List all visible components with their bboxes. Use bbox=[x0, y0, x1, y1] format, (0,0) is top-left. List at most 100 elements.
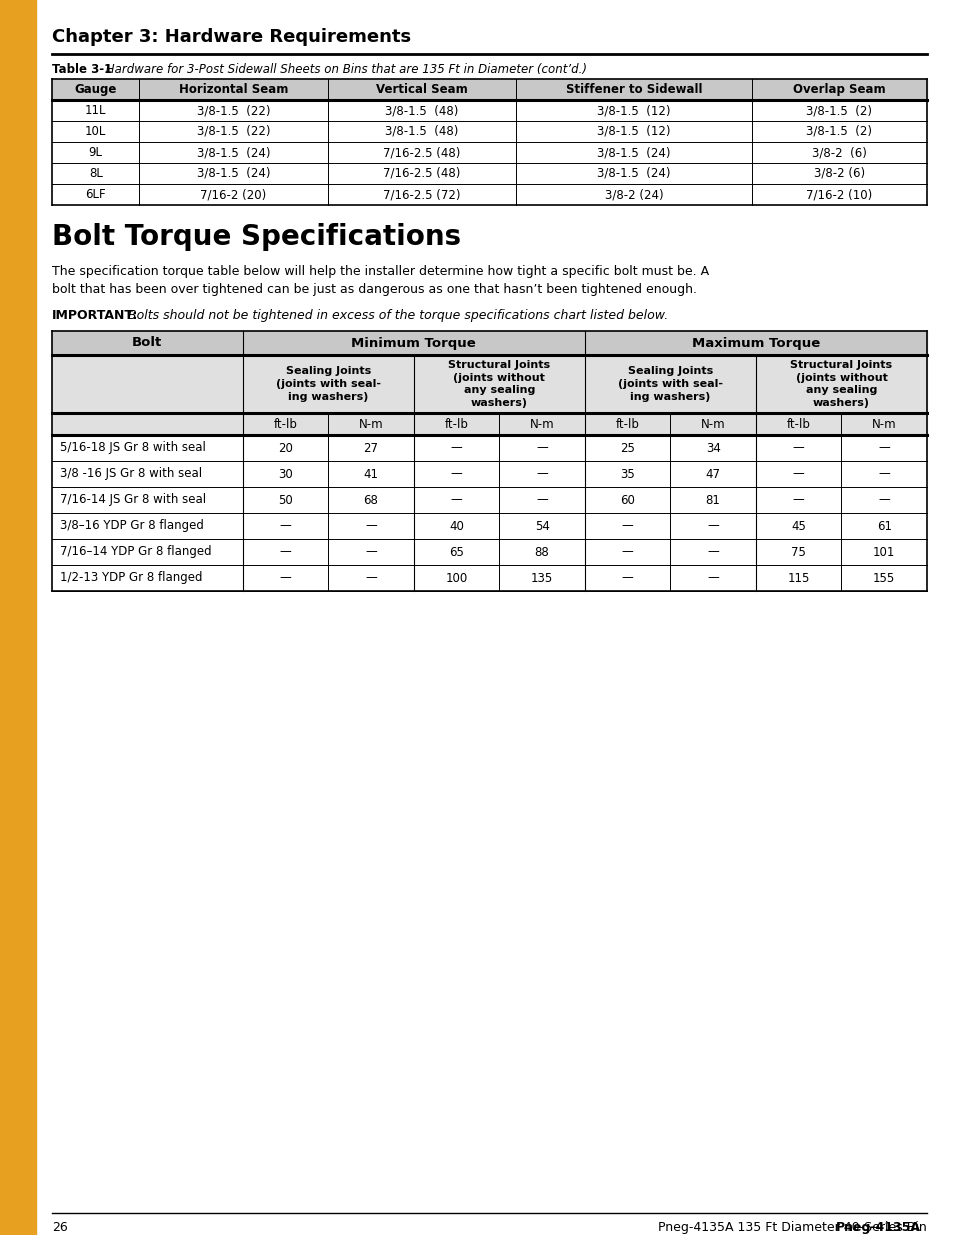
Text: 65: 65 bbox=[449, 546, 463, 558]
Bar bbox=[52, 412, 926, 435]
Text: 81: 81 bbox=[705, 494, 720, 506]
Text: —: — bbox=[878, 468, 889, 480]
Text: 3/8-1.5  (48): 3/8-1.5 (48) bbox=[385, 125, 457, 138]
Text: 3/8-1.5  (24): 3/8-1.5 (24) bbox=[597, 146, 670, 159]
Bar bbox=[0, 0, 36, 1235]
Text: 3/8-2 (6): 3/8-2 (6) bbox=[813, 167, 864, 180]
Text: N-m: N-m bbox=[529, 417, 554, 431]
Text: Sealing Joints
(joints with seal-
ing washers): Sealing Joints (joints with seal- ing wa… bbox=[275, 367, 380, 401]
Bar bbox=[52, 354, 926, 412]
Text: —: — bbox=[536, 494, 547, 506]
Text: 7/16-2 (10): 7/16-2 (10) bbox=[805, 188, 872, 201]
Text: 68: 68 bbox=[363, 494, 378, 506]
Text: —: — bbox=[878, 441, 889, 454]
Text: The specification torque table below will help the installer determine how tight: The specification torque table below wil… bbox=[52, 266, 708, 295]
Text: 3/8-1.5  (12): 3/8-1.5 (12) bbox=[597, 125, 670, 138]
Text: —: — bbox=[365, 520, 376, 532]
Text: 54: 54 bbox=[534, 520, 549, 532]
Text: —: — bbox=[706, 546, 719, 558]
Text: ft-lb: ft-lb bbox=[444, 417, 468, 431]
Text: —: — bbox=[450, 494, 462, 506]
Text: —: — bbox=[706, 520, 719, 532]
Text: 3/8-2  (6): 3/8-2 (6) bbox=[811, 146, 866, 159]
Text: —: — bbox=[279, 546, 291, 558]
Text: Bolt Torque Specifications: Bolt Torque Specifications bbox=[52, 224, 460, 251]
Text: 61: 61 bbox=[876, 520, 891, 532]
Text: —: — bbox=[279, 572, 291, 584]
Text: 60: 60 bbox=[619, 494, 635, 506]
Text: Pneg-4135A: Pneg-4135A bbox=[835, 1221, 920, 1234]
Text: 155: 155 bbox=[872, 572, 895, 584]
Text: 3/8 -16 JS Gr 8 with seal: 3/8 -16 JS Gr 8 with seal bbox=[60, 468, 202, 480]
Text: —: — bbox=[792, 468, 803, 480]
Text: 3/8–16 YDP Gr 8 flanged: 3/8–16 YDP Gr 8 flanged bbox=[60, 520, 204, 532]
Text: 135: 135 bbox=[531, 572, 553, 584]
Text: Gauge: Gauge bbox=[74, 83, 117, 96]
Text: 7/16-14 JS Gr 8 with seal: 7/16-14 JS Gr 8 with seal bbox=[60, 494, 206, 506]
Text: ft-lb: ft-lb bbox=[274, 417, 297, 431]
Text: 26: 26 bbox=[52, 1221, 68, 1234]
Text: 7/16-2 (20): 7/16-2 (20) bbox=[200, 188, 267, 201]
Text: N-m: N-m bbox=[700, 417, 724, 431]
Text: —: — bbox=[621, 546, 633, 558]
Text: 7/16-2.5 (72): 7/16-2.5 (72) bbox=[382, 188, 460, 201]
Text: 10L: 10L bbox=[85, 125, 107, 138]
Text: Pneg-4135A 135 Ft Diameter 40-Series Bin: Pneg-4135A 135 Ft Diameter 40-Series Bin bbox=[658, 1221, 926, 1234]
Text: Vertical Seam: Vertical Seam bbox=[375, 83, 467, 96]
Text: 3/8-1.5  (24): 3/8-1.5 (24) bbox=[196, 167, 270, 180]
Text: Bolt: Bolt bbox=[132, 336, 162, 350]
Text: Bolts should not be tightened in excess of the torque specifications chart liste: Bolts should not be tightened in excess … bbox=[124, 309, 667, 322]
Text: 50: 50 bbox=[278, 494, 293, 506]
Text: 3/8-1.5  (24): 3/8-1.5 (24) bbox=[196, 146, 270, 159]
Text: Horizontal Seam: Horizontal Seam bbox=[178, 83, 288, 96]
Text: 25: 25 bbox=[619, 441, 635, 454]
Text: 75: 75 bbox=[790, 546, 805, 558]
Text: 30: 30 bbox=[278, 468, 293, 480]
Text: 3/8-1.5  (48): 3/8-1.5 (48) bbox=[385, 104, 457, 117]
Text: 20: 20 bbox=[277, 441, 293, 454]
Text: 9L: 9L bbox=[89, 146, 103, 159]
Text: —: — bbox=[706, 572, 719, 584]
Text: 100: 100 bbox=[445, 572, 467, 584]
Text: —: — bbox=[621, 572, 633, 584]
Text: N-m: N-m bbox=[871, 417, 896, 431]
Text: 7/16–14 YDP Gr 8 flanged: 7/16–14 YDP Gr 8 flanged bbox=[60, 546, 212, 558]
Text: 3/8-1.5  (22): 3/8-1.5 (22) bbox=[196, 125, 270, 138]
Text: ft-lb: ft-lb bbox=[615, 417, 639, 431]
Bar bbox=[52, 79, 926, 100]
Text: 88: 88 bbox=[535, 546, 549, 558]
Text: 7/16-2.5 (48): 7/16-2.5 (48) bbox=[382, 146, 460, 159]
Text: 3/8-1.5  (2): 3/8-1.5 (2) bbox=[805, 125, 872, 138]
Text: Minimum Torque: Minimum Torque bbox=[351, 336, 476, 350]
Text: Structural Joints
(joints without
any sealing
washers): Structural Joints (joints without any se… bbox=[448, 359, 550, 409]
Text: —: — bbox=[365, 572, 376, 584]
Text: —: — bbox=[536, 468, 547, 480]
Text: 7/16-2.5 (48): 7/16-2.5 (48) bbox=[382, 167, 460, 180]
Text: 35: 35 bbox=[619, 468, 635, 480]
Text: N-m: N-m bbox=[358, 417, 383, 431]
Text: 101: 101 bbox=[872, 546, 895, 558]
Text: —: — bbox=[279, 520, 291, 532]
Text: Overlap Seam: Overlap Seam bbox=[792, 83, 885, 96]
Text: Structural Joints
(joints without
any sealing
washers): Structural Joints (joints without any se… bbox=[790, 359, 892, 409]
Text: 27: 27 bbox=[363, 441, 378, 454]
Text: Chapter 3: Hardware Requirements: Chapter 3: Hardware Requirements bbox=[52, 28, 411, 46]
Text: —: — bbox=[621, 520, 633, 532]
Text: —: — bbox=[792, 441, 803, 454]
Text: 6LF: 6LF bbox=[86, 188, 106, 201]
Text: 1/2-13 YDP Gr 8 flanged: 1/2-13 YDP Gr 8 flanged bbox=[60, 572, 202, 584]
Text: 8L: 8L bbox=[89, 167, 103, 180]
Text: 40: 40 bbox=[449, 520, 463, 532]
Text: 3/8-2 (24): 3/8-2 (24) bbox=[604, 188, 662, 201]
Bar bbox=[52, 331, 926, 354]
Text: 3/8-1.5  (22): 3/8-1.5 (22) bbox=[196, 104, 270, 117]
Text: ft-lb: ft-lb bbox=[786, 417, 810, 431]
Text: 45: 45 bbox=[790, 520, 805, 532]
Text: Sealing Joints
(joints with seal-
ing washers): Sealing Joints (joints with seal- ing wa… bbox=[618, 367, 722, 401]
Text: 3/8-1.5  (2): 3/8-1.5 (2) bbox=[805, 104, 872, 117]
Text: 115: 115 bbox=[786, 572, 809, 584]
Text: —: — bbox=[450, 468, 462, 480]
Text: Maximum Torque: Maximum Torque bbox=[691, 336, 820, 350]
Text: 3/8-1.5  (24): 3/8-1.5 (24) bbox=[597, 167, 670, 180]
Text: 47: 47 bbox=[705, 468, 720, 480]
